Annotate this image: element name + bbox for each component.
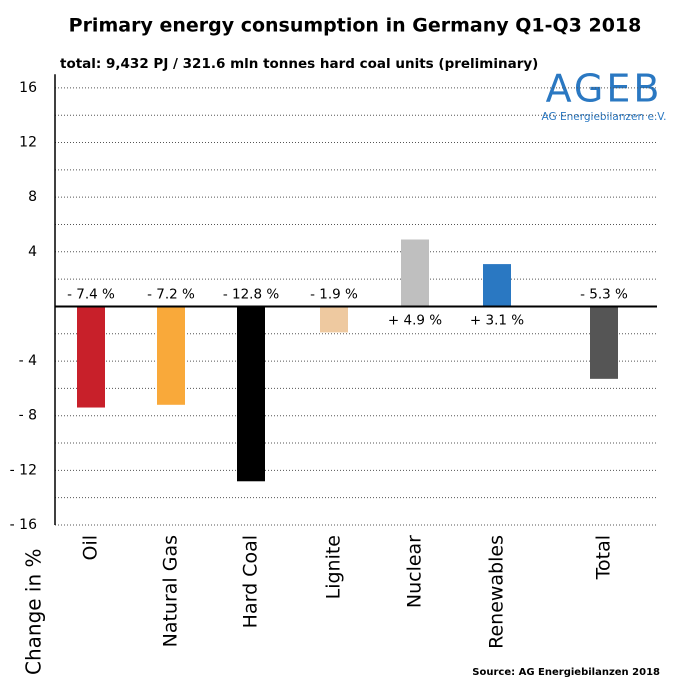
value-label: + 4.9 %	[388, 312, 442, 328]
y-tick-label: - 12	[10, 462, 37, 478]
value-label: - 12.8 %	[223, 286, 280, 302]
source: Source: AG Energiebilanzen 2018	[472, 667, 660, 678]
bar	[401, 239, 429, 307]
y-tick-label: - 4	[19, 353, 38, 369]
bar	[483, 264, 511, 307]
logo: AGEB	[546, 67, 663, 111]
y-tick-label: 12	[19, 135, 37, 151]
logo-caption: AG Energiebilanzen e.V.	[542, 111, 667, 123]
y-tick-label: 16	[19, 80, 37, 96]
value-label: + 3.1 %	[470, 312, 524, 328]
y-tick-label: - 8	[19, 408, 37, 424]
bar	[157, 306, 185, 405]
chart-subtitle: total: 9,432 PJ / 321.6 mln tonnes hard …	[60, 56, 538, 72]
y-tick-label: 8	[28, 189, 37, 205]
logo-background	[548, 70, 664, 126]
bar	[237, 306, 265, 482]
x-tick-label: Renewables	[486, 535, 508, 649]
chart-title: Primary energy consumption in Germany Q1…	[69, 15, 642, 37]
y-tick-label: 4	[28, 244, 37, 260]
value-label: - 1.9 %	[310, 286, 358, 302]
y-tick-label: - 16	[10, 517, 37, 533]
value-label: - 7.4 %	[67, 286, 115, 302]
bar	[590, 306, 618, 379]
x-tick-label: Oil	[80, 535, 102, 561]
x-tick-label: Lignite	[323, 535, 345, 599]
value-label: - 7.2 %	[147, 286, 195, 302]
x-tick-label: Total	[593, 535, 615, 580]
x-tick-label: Nuclear	[404, 535, 426, 608]
x-tick-label: Hard Coal	[240, 535, 262, 628]
bar	[77, 306, 105, 408]
bar	[320, 306, 348, 333]
value-label: - 5.3 %	[580, 286, 628, 302]
x-tick-label: Natural Gas	[160, 535, 182, 647]
y-axis-label: Change in %	[22, 548, 46, 675]
